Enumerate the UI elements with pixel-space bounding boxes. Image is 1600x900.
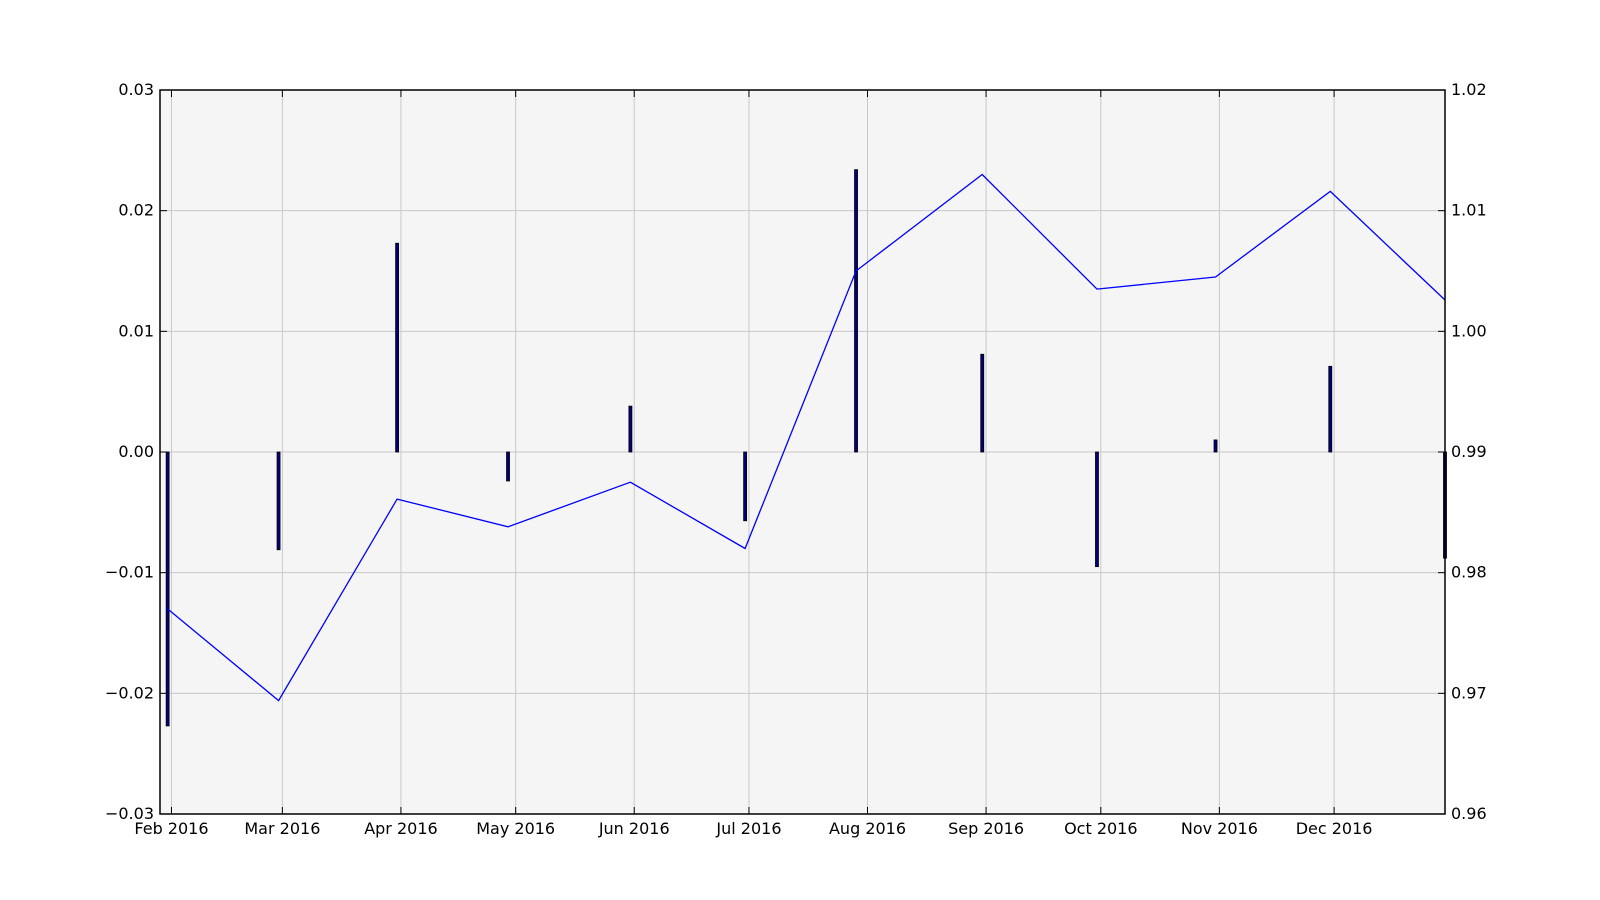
x-tick-label: Nov 2016 — [1181, 819, 1258, 838]
bar — [743, 451, 748, 522]
y-right-tick-label: 1.01 — [1451, 201, 1487, 220]
x-tick-label: Jun 2016 — [598, 819, 670, 838]
y-left-tick-label: 0.02 — [118, 201, 154, 220]
grid-lines — [160, 89, 1445, 815]
x-tick-label: Dec 2016 — [1296, 819, 1373, 838]
x-axis: Feb 2016 Mar 2016 Apr 2016 May 2016 Jun 2016… — [134, 90, 1372, 838]
x-tick-label: Feb 2016 — [134, 819, 208, 838]
y-left-tick-label: −0.02 — [105, 683, 154, 702]
y-left-tick-label: 0.01 — [118, 321, 154, 340]
x-tick-label: Apr 2016 — [364, 819, 437, 838]
y-axis-right: 0.96 0.97 0.98 0.99 1.00 1.01 1.02 — [1438, 80, 1487, 823]
y-left-tick-label: 0.00 — [118, 442, 154, 461]
y-left-tick-label: −0.03 — [105, 804, 154, 823]
x-tick-label: Mar 2016 — [244, 819, 320, 838]
line-series — [167, 173, 1446, 702]
bar — [1328, 365, 1333, 453]
y-right-tick-label: 0.96 — [1451, 804, 1487, 823]
bar-series — [165, 169, 1447, 727]
y-axis-left: −0.03 −0.02 −0.01 0.00 0.01 0.02 0.03 — [105, 80, 167, 823]
x-tick-label: Oct 2016 — [1064, 819, 1137, 838]
x-tick-label: Jul 2016 — [715, 819, 781, 838]
y-right-tick-label: 0.98 — [1451, 563, 1487, 582]
bar — [854, 169, 858, 453]
x-tick-label: Sep 2016 — [948, 819, 1024, 838]
y-left-tick-label: 0.03 — [118, 80, 154, 99]
bar — [980, 353, 985, 453]
x-tick-label: May 2016 — [476, 819, 555, 838]
y-right-tick-label: 1.00 — [1451, 321, 1487, 340]
y-left-tick-label: −0.01 — [105, 563, 154, 582]
y-right-tick-label: 0.97 — [1451, 683, 1487, 702]
bar — [1213, 439, 1218, 453]
bar — [165, 451, 170, 727]
bar — [395, 242, 400, 453]
x-tick-label: Aug 2016 — [829, 819, 906, 838]
y-right-tick-label: 0.99 — [1451, 442, 1487, 461]
bar — [276, 451, 281, 551]
y-right-tick-label: 1.02 — [1451, 80, 1487, 99]
bar — [628, 405, 633, 453]
bar — [506, 451, 510, 482]
bar — [1095, 451, 1099, 568]
